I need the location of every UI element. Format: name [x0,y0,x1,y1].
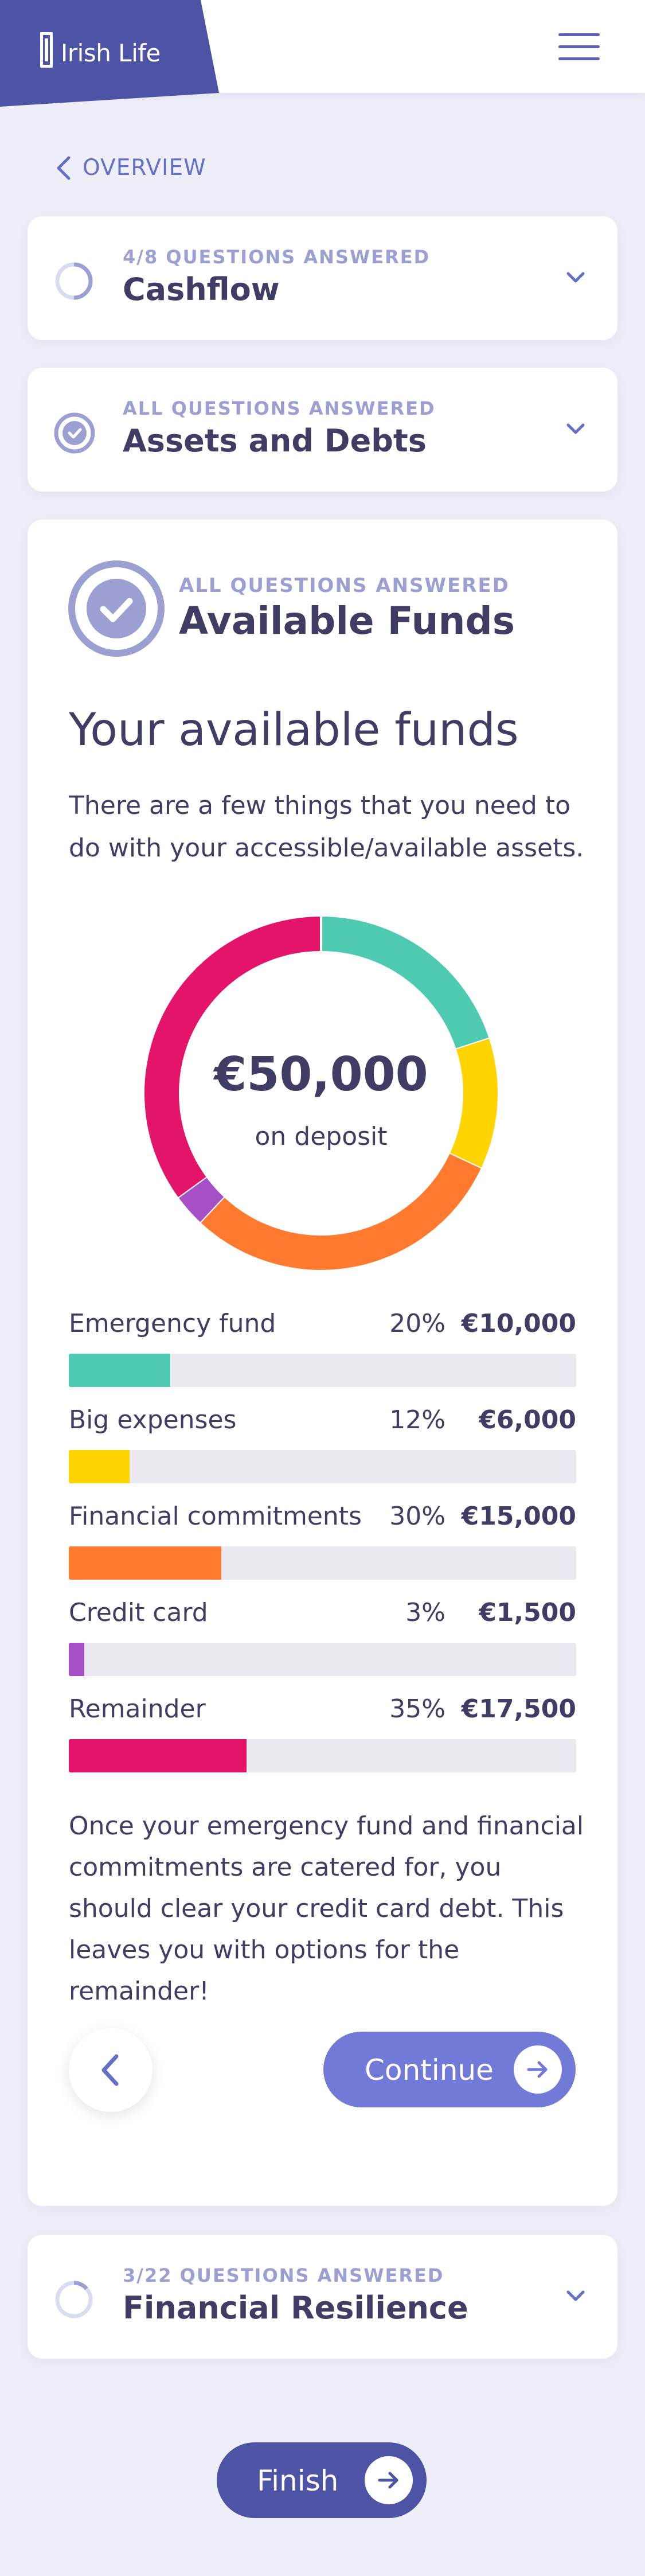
allocation-name: Financial commitments [69,1502,362,1531]
chevron-down-icon[interactable] [566,423,585,435]
arrow-right-icon [514,2045,562,2094]
continue-button[interactable]: Continue [323,2032,576,2107]
allocation-bar-track [69,1643,576,1676]
section-card-assets-and-debts[interactable]: ALL QUESTIONS ANSWERED Assets and Debts [28,368,617,492]
allocation-bar-fill [69,1739,247,1772]
section-status-label: 3/22 QUESTIONS ANSWERED [123,2265,444,2286]
chevron-left-icon [57,156,71,180]
hamburger-menu-icon[interactable] [558,33,600,61]
allocation-amount: €1,500 [479,1598,576,1627]
section-status-label: ALL QUESTIONS ANSWERED [123,397,436,419]
available-funds-heading: Your available funds [69,704,519,756]
brand-logo[interactable]: Irish Life [0,0,219,107]
donut-slice-separator [198,1195,226,1224]
allocation-bar-fill [69,1643,84,1676]
app-header: Irish Life [0,0,645,107]
section-status-label: 4/8 QUESTIONS ANSWERED [123,246,431,268]
allocation-row-big-expenses: Big expenses 12% €6,000 [69,1405,576,1483]
donut-slice-separator [455,1037,491,1051]
allocation-name: Emergency fund [69,1309,276,1338]
allocation-percent: 20% [389,1309,445,1338]
back-to-overview-link[interactable]: OVERVIEW [53,155,206,181]
finish-button-label: Finish [257,2464,339,2497]
check-circle-icon [54,412,95,454]
allocation-bar-fill [69,1354,170,1387]
donut-slice-emergency-fund [320,917,489,1050]
back-link-label: OVERVIEW [83,155,206,181]
section-title: Assets and Debts [123,423,427,459]
chevron-left-icon [101,2054,119,2086]
allocation-bar-fill [69,1450,130,1483]
progress-ring-icon [55,2281,93,2318]
donut-slice-credit-card [178,1176,224,1222]
allocation-row-credit-card: Credit card 3% €1,500 [69,1598,576,1676]
previous-button[interactable] [69,2028,153,2112]
allocation-bar-track [69,1546,576,1580]
allocation-row-emergency-fund: Emergency fund 20% €10,000 [69,1309,576,1387]
donut-center-amount: €50,000 [214,1047,428,1102]
section-title: Available Funds [179,599,515,643]
allocation-percent: 12% [389,1405,445,1435]
section-card-financial-resilience[interactable]: 3/22 QUESTIONS ANSWERED Financial Resili… [28,2235,617,2359]
allocation-percent: 35% [389,1694,445,1724]
allocation-row-financial-commitments: Financial commitments 30% €15,000 [69,1502,576,1580]
arrow-right-icon [365,2456,413,2504]
allocation-name: Remainder [69,1694,206,1724]
donut-slice-financial-commitments [200,1153,481,1270]
allocation-percent: 30% [389,1502,445,1531]
donut-slice-big-expenses [449,1038,498,1169]
section-card-cashflow[interactable]: 4/8 QUESTIONS ANSWERED Cashflow [28,216,617,340]
section-title: Cashflow [123,271,280,307]
available-funds-note: Once your emergency fund and financial c… [69,1811,584,2006]
chevron-down-icon[interactable] [566,2290,585,2302]
allocation-donut-chart [144,915,498,1270]
donut-slice-remainder [144,917,322,1198]
section-card-available-funds: ALL QUESTIONS ANSWERED Available Funds Y… [28,520,617,2206]
allocation-amount: €10,000 [461,1309,576,1338]
allocation-amount: €6,000 [479,1405,576,1435]
allocation-amount: €15,000 [461,1502,576,1531]
chevron-down-icon[interactable] [566,271,585,284]
allocation-bar-fill [69,1546,221,1580]
donut-center-label: on deposit [255,1122,388,1151]
check-circle-icon [68,560,165,657]
allocation-percent: 3% [405,1598,445,1627]
available-funds-intro: There are a few things that you need to … [69,791,584,863]
allocation-row-remainder: Remainder 35% €17,500 [69,1694,576,1772]
continue-button-label: Continue [365,2053,494,2087]
donut-slice-separator [177,1175,208,1199]
allocation-bar-track [69,1739,576,1772]
section-status-label: ALL QUESTIONS ANSWERED [179,574,510,597]
logo-text: Irish Life [61,39,161,67]
logo-mark-icon [40,32,53,68]
progress-ring-icon [55,262,93,300]
allocation-name: Big expenses [69,1405,237,1435]
allocation-bar-track [69,1354,576,1387]
allocation-amount: €17,500 [461,1694,576,1724]
finish-button[interactable]: Finish [217,2442,427,2518]
allocation-bar-track [69,1450,576,1483]
allocation-name: Credit card [69,1598,208,1627]
section-title: Financial Resilience [123,2290,468,2326]
